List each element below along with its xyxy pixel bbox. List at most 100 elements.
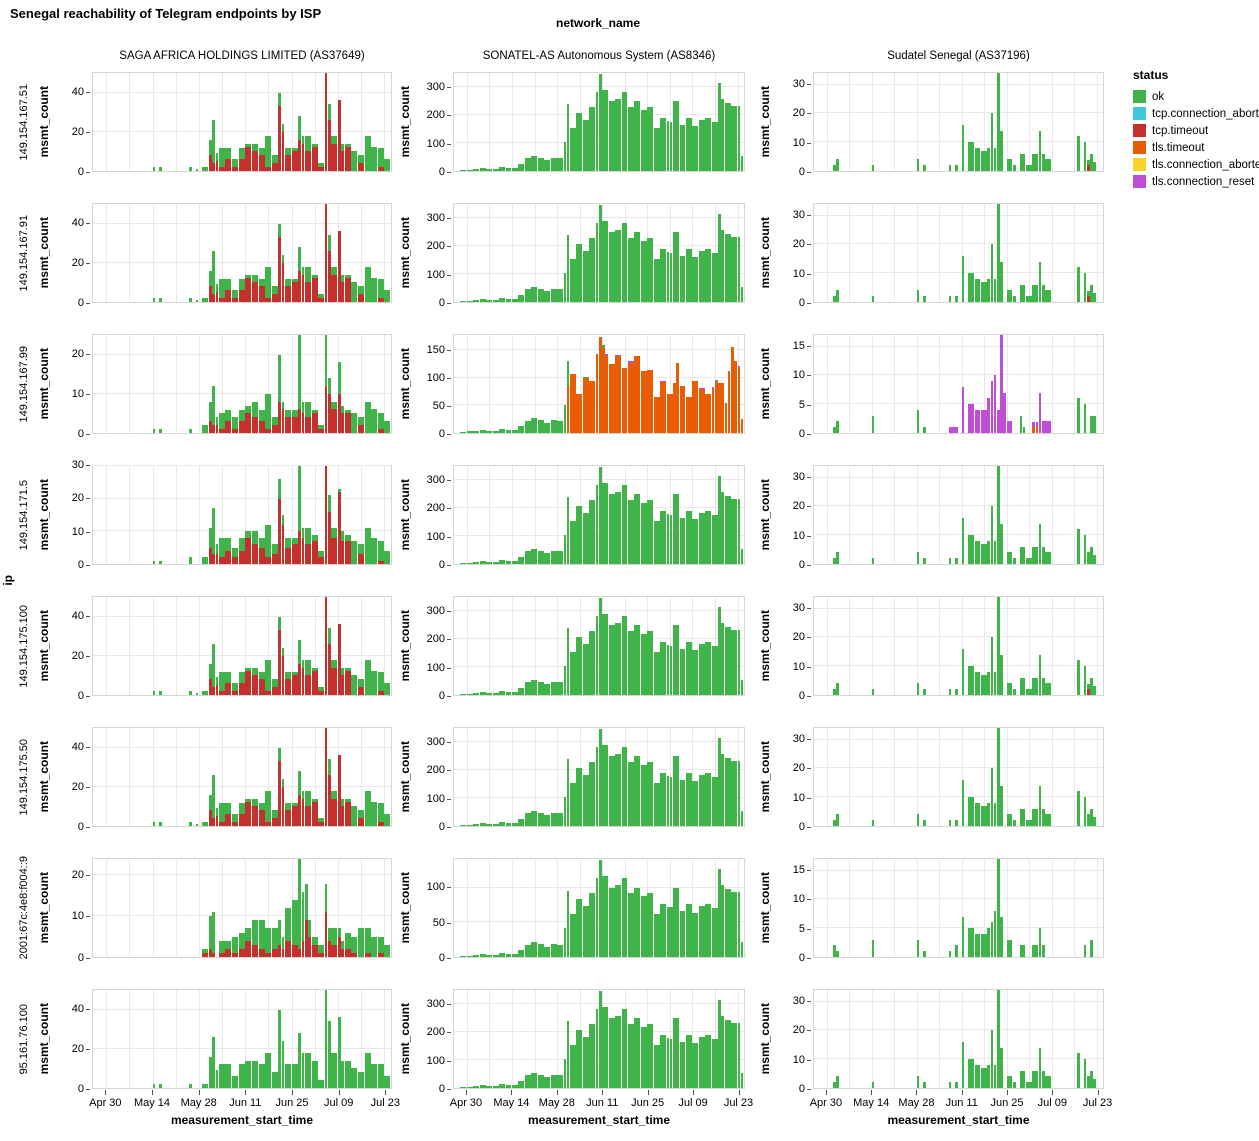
gridline-vertical [692, 728, 694, 826]
bar [731, 1022, 737, 1088]
y-axis-tick [807, 928, 811, 930]
y-axis-tick-label: 300 [426, 211, 445, 224]
bar-segment-ok [1025, 165, 1032, 171]
bar-segment-ok [836, 290, 840, 302]
bar [499, 690, 505, 695]
bar [566, 628, 570, 695]
gridline-horizontal [93, 874, 391, 876]
legend-item: ok [1133, 88, 1259, 105]
bar-segment-ok [666, 1037, 670, 1088]
y-axis-tick [86, 1009, 90, 1010]
bar-segment-ok [566, 497, 570, 564]
bar [615, 884, 621, 957]
bar-segment-ok [836, 951, 840, 957]
bar-segment-ok [570, 651, 576, 695]
bar-segment-tls-timeout [653, 397, 660, 433]
bar-segment-ok [486, 954, 493, 957]
bar-segment-ok [265, 135, 272, 168]
bar [740, 941, 744, 957]
bar-segment-ok [679, 1042, 686, 1088]
y-axis-tick [447, 610, 451, 612]
bar [544, 815, 551, 826]
bar [291, 147, 298, 171]
bar [324, 728, 328, 826]
bar [589, 380, 596, 433]
bar-segment-ok [301, 266, 305, 275]
bar [833, 1082, 836, 1088]
bar-segment-ok [311, 534, 318, 542]
bar [628, 893, 634, 957]
bar-segment-ok [232, 159, 239, 168]
bar [218, 537, 225, 564]
bar [602, 1007, 609, 1088]
bar-segment-ok [1025, 689, 1032, 695]
bar-segment-tcp-timeout [208, 679, 212, 695]
bar [833, 558, 836, 564]
bar [566, 497, 570, 564]
bar-segment-ok [647, 761, 654, 826]
bar [215, 1070, 219, 1088]
bar [271, 928, 278, 957]
gridline-horizontal [814, 927, 1103, 929]
bar [711, 253, 718, 302]
bar [152, 429, 156, 433]
bar-segment-tcp-timeout [212, 554, 215, 564]
bar [238, 932, 245, 957]
bar [492, 823, 499, 826]
bar [364, 528, 371, 564]
bar [524, 158, 531, 171]
y-axis-tick-label: 100 [426, 1054, 445, 1067]
bar [711, 777, 718, 826]
gridline-vertical [1096, 335, 1098, 433]
bar [836, 421, 840, 433]
bar [371, 802, 378, 826]
bar-segment-ok [666, 120, 670, 171]
bar [836, 159, 840, 171]
bar-segment-ok [152, 429, 156, 433]
bar [291, 409, 298, 433]
y-axis-tick-label: 0 [798, 1083, 805, 1095]
gridline-vertical [106, 859, 108, 957]
gridline-vertical [557, 466, 559, 564]
gridline-vertical [1006, 73, 1008, 171]
bar [737, 105, 741, 171]
bar-segment-ok [576, 505, 583, 564]
gridline-vertical [939, 597, 941, 695]
x-axis-tick-label: May 14 [853, 1097, 890, 1109]
bar [189, 167, 192, 171]
bar [328, 495, 331, 564]
bar-segment-ok [384, 290, 391, 302]
gridline-vertical [669, 204, 671, 302]
bar-segment-tcp-timeout [232, 952, 239, 957]
y-axis-tick [807, 666, 811, 668]
bar-segment-ok [1025, 820, 1032, 826]
y-axis-tick [807, 565, 811, 566]
bar [278, 223, 282, 302]
y-axis-title: msmt_count [758, 1003, 772, 1075]
bar [871, 558, 875, 564]
bar [291, 537, 298, 564]
bar [993, 147, 997, 171]
bar-segment-ok [961, 517, 965, 564]
bar-segment-ok [833, 1082, 836, 1088]
bar [479, 168, 486, 171]
bar-segment-tcp-timeout [377, 952, 384, 957]
bar-segment-ok [871, 415, 875, 433]
bar [238, 802, 245, 826]
bar [916, 1076, 920, 1088]
gridline-vertical [361, 335, 363, 433]
bar-segment-tcp-timeout [298, 270, 301, 302]
gridline-vertical [106, 990, 108, 1088]
bar [1077, 660, 1080, 695]
bar-segment-ok [602, 221, 609, 302]
gridline-vertical [916, 728, 918, 826]
bar [328, 378, 331, 433]
bar [692, 380, 699, 433]
bar-segment-ok [311, 667, 318, 672]
bar-segment-ok [916, 409, 920, 433]
bar-segment-ok [1093, 293, 1096, 302]
bar-segment-ok [948, 296, 952, 302]
bar [344, 932, 351, 957]
bar [653, 520, 660, 564]
bar [705, 773, 712, 826]
